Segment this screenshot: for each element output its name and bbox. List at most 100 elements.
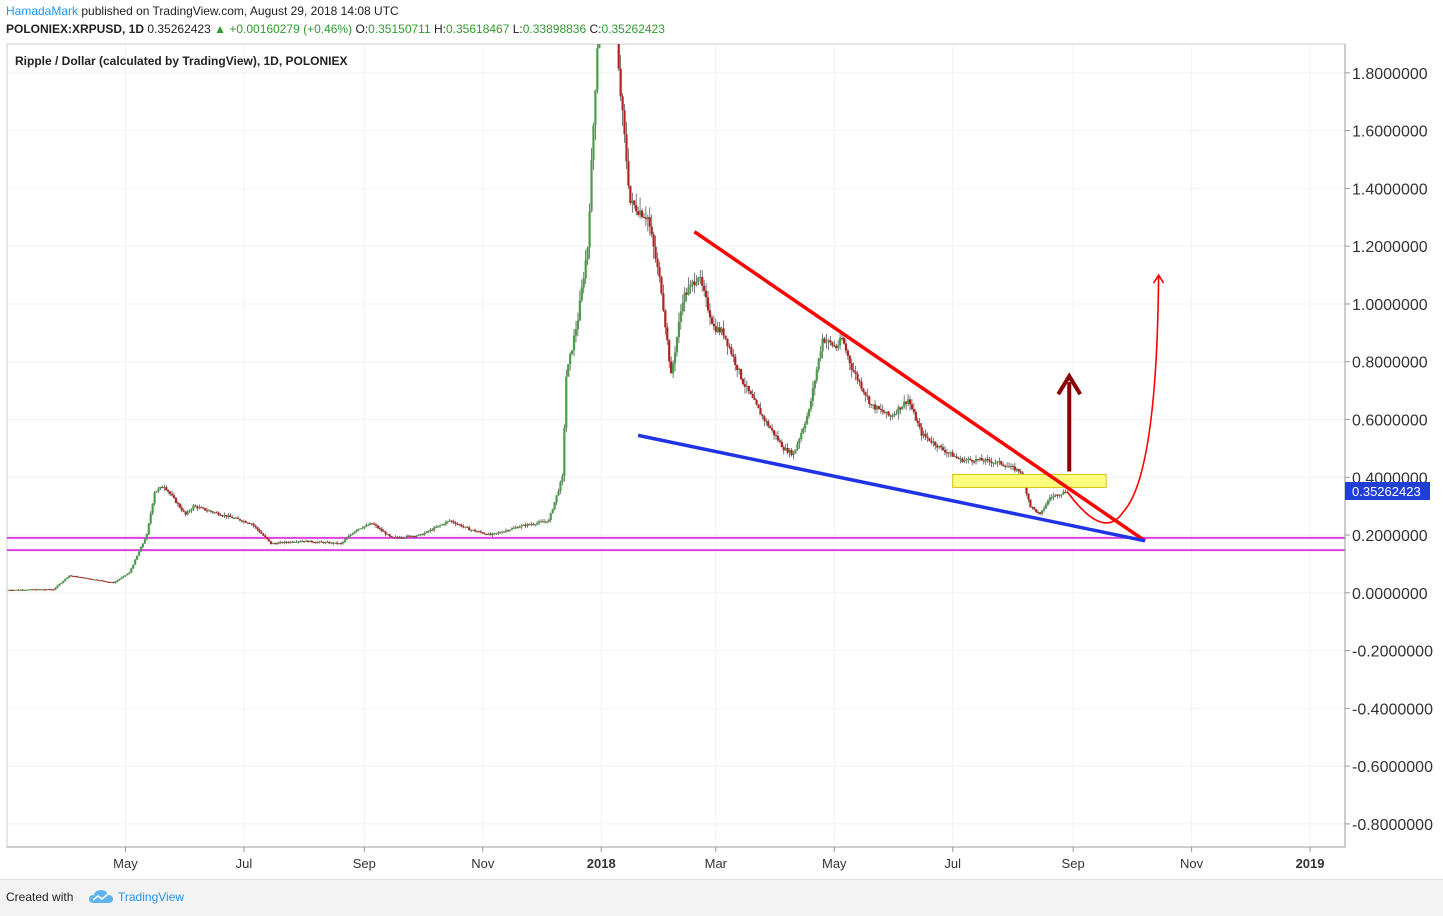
candle-body <box>526 524 529 527</box>
candle-body <box>598 44 601 49</box>
candle-body <box>277 542 280 544</box>
candle-body <box>1015 468 1018 471</box>
price-chart[interactable]: Ripple / Dollar (calculated by TradingVi… <box>0 0 1443 879</box>
candle-body <box>223 515 226 517</box>
candle-body <box>454 522 457 525</box>
candle-body <box>95 579 98 581</box>
time-tick-label: May <box>113 856 138 871</box>
up-arrow-head[interactable] <box>1056 372 1082 396</box>
candle-body <box>318 541 321 543</box>
candle-body <box>468 527 471 531</box>
candle-body <box>159 486 162 489</box>
candle-body <box>998 461 1001 463</box>
candle-body <box>974 459 978 462</box>
candle-body <box>31 589 34 591</box>
support-trendline[interactable] <box>637 433 1146 543</box>
candle-body <box>815 369 818 381</box>
price-tick-label: 0.2000000 <box>1352 528 1428 545</box>
candle-body <box>188 510 191 512</box>
candle-body <box>233 517 236 519</box>
candle-body <box>1054 494 1057 496</box>
candle-body <box>355 529 358 532</box>
candle-body <box>873 404 877 410</box>
candle-body <box>1013 466 1016 471</box>
candle-body <box>1046 500 1049 505</box>
candle-body <box>703 285 706 291</box>
candle-body <box>279 542 282 544</box>
candle-body <box>969 458 972 461</box>
projection-curve[interactable] <box>1066 275 1160 524</box>
candle-body <box>275 543 279 545</box>
candle-body <box>108 581 112 583</box>
resistance-trendline[interactable] <box>693 230 1146 543</box>
candle-body <box>945 452 949 454</box>
candle-body <box>831 342 834 346</box>
candle-body <box>227 515 230 517</box>
candle-body <box>147 523 150 535</box>
projection-arrow-head[interactable] <box>1152 273 1165 284</box>
candle-body <box>557 491 560 496</box>
tradingview-link[interactable]: TradingView <box>118 890 185 904</box>
candle-body <box>695 282 698 286</box>
candle-body <box>908 399 912 405</box>
candle-body <box>1050 497 1053 499</box>
candle-body <box>58 583 61 586</box>
candle-body <box>209 510 213 512</box>
candle-body <box>666 327 669 341</box>
candle-body <box>759 408 762 415</box>
candle-body <box>254 525 257 528</box>
candle-body <box>848 355 851 364</box>
candle-body <box>361 527 364 529</box>
candle-body <box>180 507 183 511</box>
candle-body <box>21 589 24 591</box>
candle-body <box>574 329 578 336</box>
candle-body <box>66 577 69 579</box>
price-axis[interactable]: 1.8000000 1.6000000 1.4000000 1.2000000 1.00… <box>1344 44 1433 847</box>
candle-body <box>91 579 94 581</box>
candle-body <box>559 481 562 492</box>
time-tick-label: Nov <box>1180 856 1204 871</box>
candle-body <box>895 413 898 415</box>
tradingview-cloud-icon[interactable] <box>88 888 114 906</box>
candle-body <box>755 400 758 405</box>
change-value: ▲ +0.00160279 (+0.46%) <box>214 22 353 36</box>
candle-body <box>413 535 416 537</box>
candle-body <box>708 310 712 318</box>
horizontal-levels[interactable] <box>7 536 1345 552</box>
candle-body <box>417 534 420 536</box>
candle-body <box>264 535 267 538</box>
chart-pane[interactable] <box>6 43 1346 848</box>
candle-body <box>464 526 467 528</box>
candle-body <box>79 576 82 578</box>
candle-body <box>522 524 525 526</box>
candle-body <box>541 521 545 523</box>
candle-body <box>48 589 51 591</box>
candle-body <box>178 503 181 508</box>
candle-body <box>638 210 642 215</box>
candle-body <box>784 447 787 451</box>
candle-body <box>169 491 172 494</box>
candle-body <box>466 526 469 528</box>
candle-body <box>967 458 970 460</box>
candle-body <box>712 323 715 327</box>
candle-body <box>382 530 385 532</box>
candle-body <box>345 537 348 540</box>
drawings[interactable] <box>637 230 1165 543</box>
candle-body <box>367 524 370 526</box>
candle-body <box>986 459 989 461</box>
yellow-zone-rect[interactable] <box>952 473 1107 488</box>
candle-body <box>440 524 444 526</box>
candle-body <box>650 226 653 235</box>
candle-body <box>1056 494 1059 496</box>
candle-body <box>487 533 490 535</box>
candle-body <box>398 537 401 539</box>
candle-body <box>984 459 987 462</box>
candle-body <box>128 572 131 574</box>
candle-body <box>765 420 768 422</box>
close-value: 0.35262423 <box>601 22 665 36</box>
candle-body <box>421 534 424 536</box>
author-link[interactable]: HamadaMark <box>6 4 79 18</box>
candle-body <box>339 543 343 545</box>
time-axis[interactable]: May Jul Sep Nov 2018 Mar May Jul Sep Nov 2019 <box>7 846 1345 871</box>
candle-body <box>273 543 277 545</box>
